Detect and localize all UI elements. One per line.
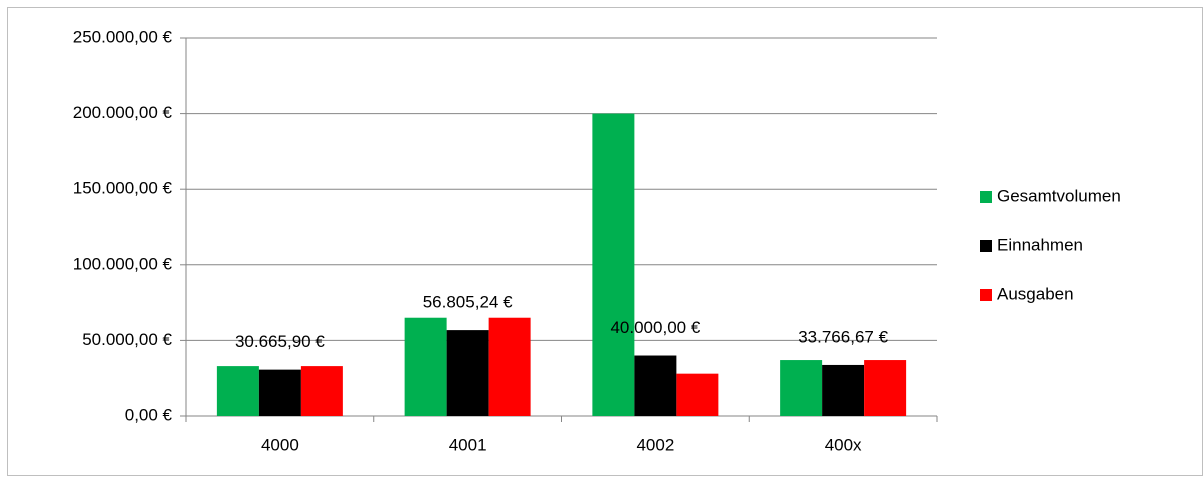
y-tick-label: 250.000,00 €: [73, 27, 173, 46]
bar: [864, 360, 907, 416]
bar: [404, 317, 447, 416]
bar: [446, 330, 489, 416]
data-label: 30.665,90 €: [235, 332, 325, 351]
x-tick-label: 4000: [261, 435, 299, 454]
y-tick-label: 100.000,00 €: [73, 254, 173, 273]
bar: [592, 113, 635, 416]
data-label: 40.000,00 €: [610, 318, 700, 337]
bar: [822, 364, 865, 416]
bar: [634, 355, 677, 416]
legend-label: Ausgaben: [997, 284, 1074, 303]
legend-swatch: [980, 191, 992, 203]
legend-label: Gesamtvolumen: [997, 186, 1121, 205]
y-tick-label: 150.000,00 €: [73, 179, 173, 198]
bar: [676, 373, 719, 416]
bar: [780, 360, 823, 416]
bar: [300, 366, 343, 416]
legend-swatch: [980, 240, 992, 252]
y-tick-label: 200.000,00 €: [73, 103, 173, 122]
y-tick-label: 0,00 €: [125, 405, 173, 424]
x-tick-label: 4001: [449, 435, 487, 454]
data-label: 56.805,24 €: [423, 293, 513, 312]
x-tick-label: 400x: [825, 435, 862, 454]
x-tick-label: 4002: [636, 435, 674, 454]
legend-label: Einnahmen: [997, 235, 1083, 254]
data-label: 33.766,67 €: [798, 327, 888, 346]
bar: [216, 366, 259, 416]
bar: [258, 369, 301, 416]
bar: [488, 317, 531, 416]
legend-swatch: [980, 289, 992, 301]
y-tick-label: 50.000,00 €: [82, 330, 172, 349]
